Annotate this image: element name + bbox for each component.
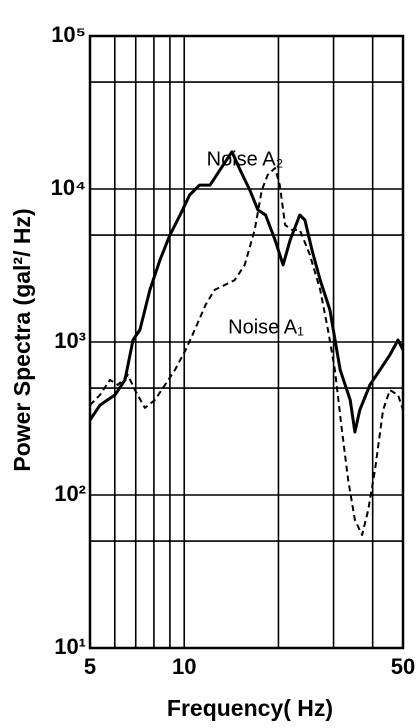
x-tick-label: 10 (172, 654, 196, 679)
x-tick-label: 5 (84, 654, 96, 679)
y-tick-label: 10⁵ (51, 22, 86, 47)
y-tick-label: 10² (54, 481, 86, 506)
series-label: Noise A₁ (228, 316, 304, 338)
plot-frame (88, 34, 405, 650)
y-axis-title: Power Spectra (gal²/ Hz) (9, 208, 35, 471)
x-tick-label: 50 (391, 654, 415, 679)
series-label: Noise A₂ (207, 148, 284, 170)
y-tick-label: 10⁴ (51, 175, 86, 200)
series-line (89, 167, 404, 536)
y-tick-label: 10¹ (54, 634, 86, 659)
y-tick-label: 10³ (54, 328, 86, 353)
series-line (88, 150, 405, 434)
x-axis-title: Frequency( Hz) (167, 695, 333, 721)
